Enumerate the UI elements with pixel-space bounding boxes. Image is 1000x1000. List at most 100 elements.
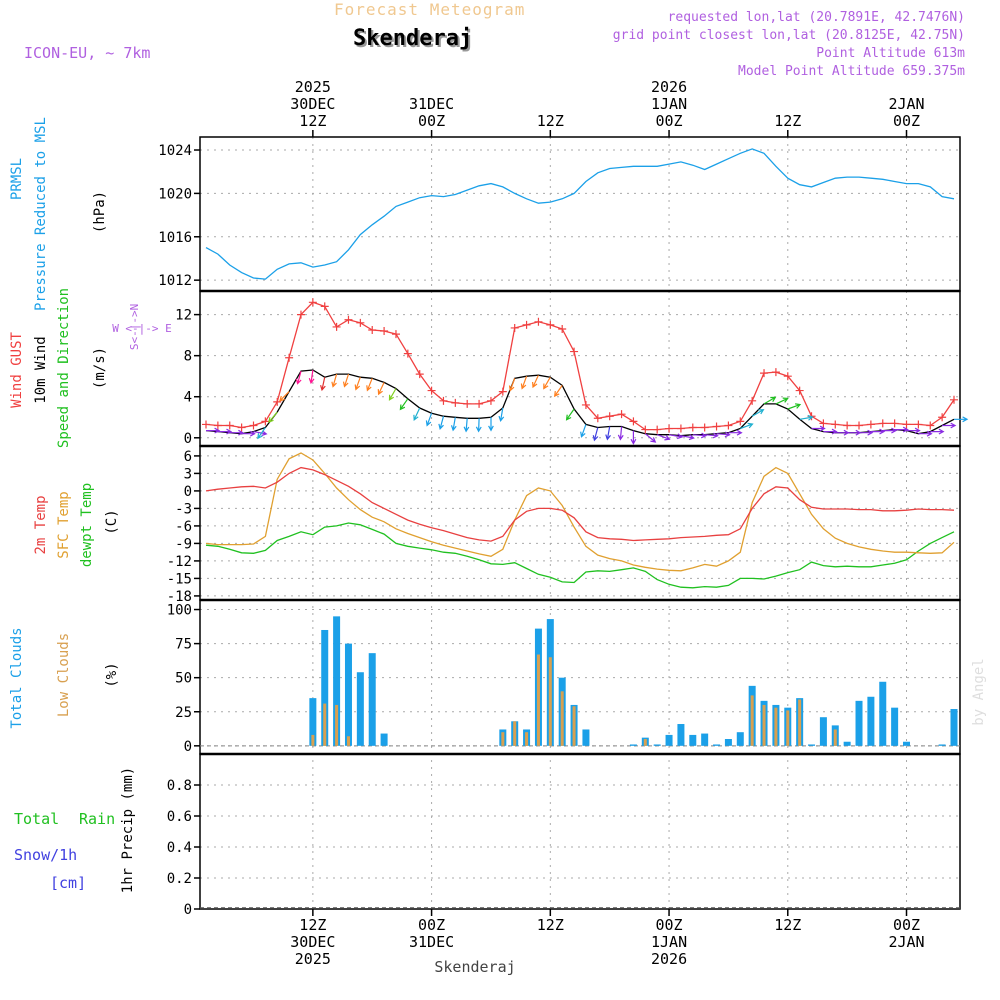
precip-label-cm: [cm]: [50, 874, 86, 892]
wind-gust-marker: [344, 315, 353, 324]
wind-direction-arrow: [930, 428, 945, 435]
wind-direction-arrow: [704, 432, 719, 439]
time-label-top: 00Z: [418, 112, 445, 130]
total-cloud-bar: [843, 741, 851, 746]
wind-direction-arrow: [229, 429, 244, 436]
y-tick-label: -6: [175, 519, 192, 535]
time-label-bottom: 2026: [651, 950, 687, 968]
temp-label-dewpt: dewpt Temp: [79, 483, 95, 567]
wind-gust-marker: [225, 421, 234, 430]
low-cloud-bar: [323, 703, 327, 746]
wind-gust-marker: [831, 420, 840, 429]
wind-direction-arrow: [906, 427, 921, 434]
wind-gust-marker: [783, 372, 792, 381]
wind-gust-marker: [427, 386, 436, 395]
temp-line-0: [205, 466, 955, 542]
wind-direction-arrow: [206, 427, 221, 434]
wind-gust-marker: [534, 317, 543, 326]
time-label-bottom: 12Z: [299, 916, 326, 934]
wind-gust-marker: [641, 425, 650, 434]
wind-gust-marker: [296, 310, 305, 319]
wind-direction-arrow: [253, 430, 268, 437]
time-label-bottom: 1JAN: [651, 933, 687, 951]
precip-label-rain: Rain: [79, 810, 115, 828]
total-cloud-bar: [653, 744, 661, 746]
time-label-bottom: 2025: [295, 950, 331, 968]
wind-gust-marker: [712, 422, 721, 431]
wind-direction-arrow: [592, 427, 599, 442]
total-cloud-bar: [879, 681, 887, 746]
wind-gust-marker: [415, 370, 424, 379]
total-cloud-bar: [855, 700, 863, 746]
y-tick-label: 1016: [158, 230, 192, 246]
wind-direction-arrow: [870, 428, 886, 435]
wind-gust-marker: [463, 399, 472, 408]
y-tick-label: -12: [167, 554, 192, 570]
wind-gust-marker: [736, 417, 745, 426]
wind-gust-marker: [676, 424, 685, 433]
wind-gust-marker: [748, 396, 757, 405]
time-label-bottom: 30DEC: [290, 933, 335, 951]
pressure-line: [205, 148, 955, 280]
wind-gust-marker: [510, 323, 519, 332]
wind-direction-arrow: [217, 428, 233, 435]
wind-gust-marker: [498, 387, 507, 396]
footer-location: Skenderaj: [434, 958, 515, 976]
wind-gust-marker: [665, 424, 674, 433]
temp-line-1: [205, 452, 955, 572]
wind-direction-arrow: [295, 370, 302, 385]
y-tick-label: 100: [167, 603, 192, 619]
y-tick-label: 1020: [158, 186, 192, 202]
wind-direction-arrow: [740, 422, 754, 430]
wind-gust-marker: [368, 326, 377, 335]
wind-direction-arrow: [775, 397, 789, 405]
wind-direction-arrow: [692, 432, 707, 439]
wind-gust-marker: [890, 419, 899, 428]
gridpoint-coordinates: grid point closest lon,lat (20.8125E, 42…: [612, 28, 965, 43]
low-cloud-bar: [501, 732, 505, 746]
time-label-top: 31DEC: [409, 95, 454, 113]
low-cloud-bar: [643, 739, 647, 746]
low-cloud-bar: [335, 704, 339, 746]
time-label-top: 12Z: [299, 112, 326, 130]
y-tick-label: 50: [175, 671, 192, 687]
low-cloud-bar: [750, 695, 754, 746]
wind-gust-marker: [546, 320, 555, 329]
time-label-top: 2JAN: [888, 95, 924, 113]
wind-direction-arrow: [413, 407, 421, 421]
time-label-top: 1JAN: [651, 95, 687, 113]
pressure-label-desc: Pressure Reduced to MSL: [33, 117, 49, 311]
wind-gust-marker: [866, 420, 875, 429]
wind-direction-arrow: [331, 373, 338, 388]
total-cloud-bar: [701, 733, 709, 746]
temp-label-sfc: SFC Temp: [56, 491, 72, 558]
wind-gust-marker: [522, 320, 531, 329]
wind-direction-arrow: [716, 431, 731, 438]
low-cloud-bar: [833, 729, 837, 746]
wind-direction-arrow: [553, 385, 563, 398]
wind-gust-marker: [700, 423, 709, 432]
wind-direction-arrow: [751, 409, 765, 417]
requested-coordinates: requested lon,lat (20.7891E, 42.7476N): [667, 10, 965, 25]
time-label-top: 12Z: [774, 112, 801, 130]
temp-label-2m: 2m Temp: [33, 495, 49, 554]
y-tick-label: 0: [184, 484, 192, 500]
wind-direction-arrow: [377, 382, 385, 396]
pressure-label-prmsl: PRMSL: [9, 158, 25, 200]
wind-direction-arrow: [543, 376, 551, 390]
wind-direction-arrow: [680, 434, 695, 441]
credit-watermark: by Angel: [971, 658, 987, 725]
wind-gust-marker: [570, 347, 579, 356]
wind-direction-arrow: [508, 378, 516, 392]
wind-gust-marker: [285, 353, 294, 362]
wind-gust-marker: [629, 417, 638, 426]
wind-gust-marker: [403, 349, 412, 358]
wind-unit-label: (m/s): [92, 347, 108, 389]
wind-direction-arrow: [366, 378, 373, 392]
y-tick-label: 3: [184, 466, 192, 482]
wind-gust-marker: [605, 412, 614, 421]
wind-gust-marker: [261, 417, 270, 426]
y-tick-label: 12: [175, 308, 192, 324]
wind-direction-arrow: [520, 375, 528, 390]
